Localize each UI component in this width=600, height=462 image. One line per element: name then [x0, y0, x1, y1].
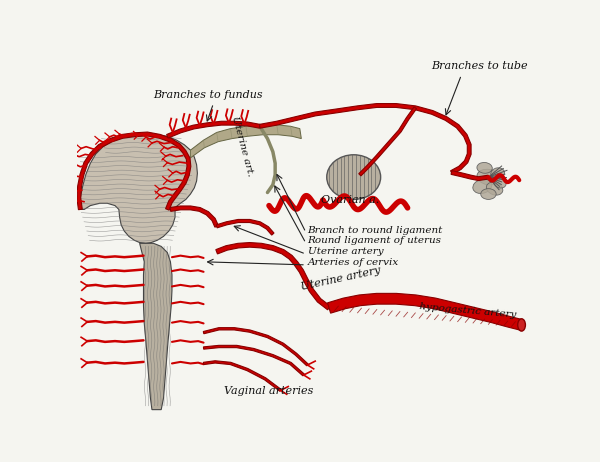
Text: Round ligament of uterus: Round ligament of uterus	[308, 237, 442, 245]
Text: Branches to tube: Branches to tube	[431, 61, 527, 71]
Ellipse shape	[494, 178, 506, 188]
Polygon shape	[359, 107, 416, 176]
Ellipse shape	[327, 155, 380, 200]
Polygon shape	[216, 219, 274, 235]
Ellipse shape	[473, 179, 492, 194]
Polygon shape	[77, 132, 191, 210]
Ellipse shape	[491, 168, 505, 179]
Polygon shape	[203, 328, 308, 366]
Polygon shape	[259, 103, 471, 174]
Ellipse shape	[477, 169, 500, 185]
Polygon shape	[170, 206, 218, 227]
Polygon shape	[190, 125, 301, 158]
Text: Uterine artery: Uterine artery	[300, 266, 382, 292]
Polygon shape	[140, 243, 172, 410]
Polygon shape	[203, 361, 281, 391]
Text: Arteries of cervix: Arteries of cervix	[308, 258, 399, 267]
Ellipse shape	[487, 182, 503, 195]
Text: hypogastric artery: hypogastric artery	[419, 302, 517, 319]
Text: Uterine artery: Uterine artery	[308, 247, 383, 256]
Text: Ovarian a.: Ovarian a.	[322, 195, 380, 205]
Text: Vaginal arteries: Vaginal arteries	[224, 386, 314, 396]
Polygon shape	[216, 243, 331, 310]
Ellipse shape	[518, 319, 526, 331]
Polygon shape	[451, 170, 489, 181]
Text: Branches to fundus: Branches to fundus	[154, 90, 263, 100]
Ellipse shape	[477, 163, 492, 173]
Polygon shape	[80, 134, 197, 243]
Text: Uterine art.: Uterine art.	[230, 115, 255, 177]
Polygon shape	[167, 122, 260, 138]
Polygon shape	[203, 346, 304, 376]
Ellipse shape	[481, 188, 496, 200]
Polygon shape	[328, 293, 523, 330]
Text: Branch to round ligament: Branch to round ligament	[308, 225, 443, 235]
